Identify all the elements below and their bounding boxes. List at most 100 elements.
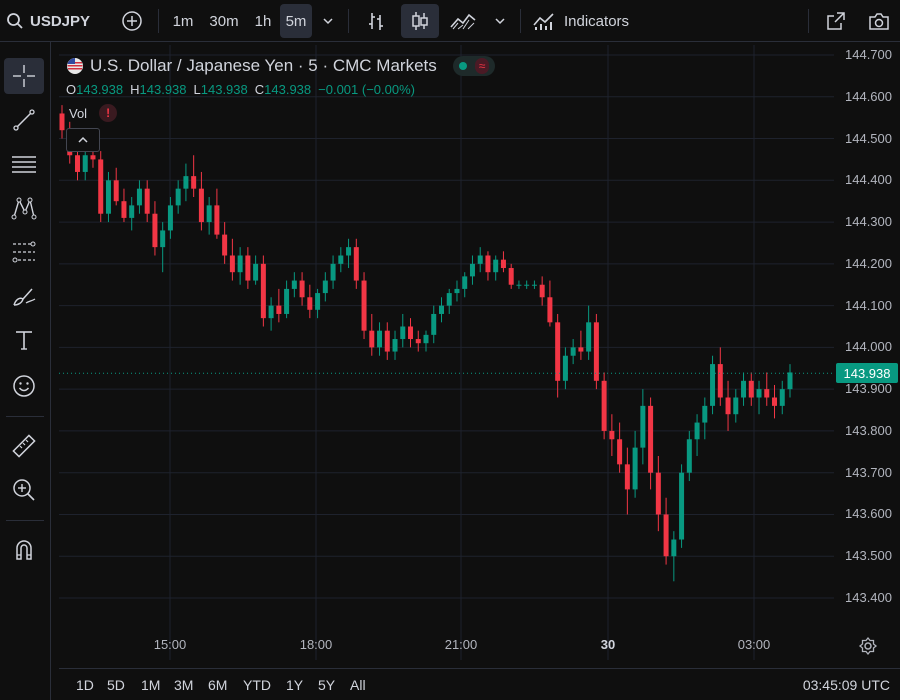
utc-clock[interactable]: 03:45:09 UTC [802,677,890,693]
candlestick-plot[interactable] [59,45,834,660]
measure-tool[interactable] [4,428,44,464]
candle-body [477,255,483,264]
range-all[interactable]: All [350,677,366,693]
brush-icon [10,283,38,309]
candle-body [369,330,375,348]
zoom-in-tool[interactable] [4,472,44,508]
price-axis[interactable]: 144.700 144.600 144.500 144.400 144.300 144.2… [834,45,900,660]
chevron-down-icon [322,17,334,25]
fib-retracement-tool[interactable] [4,234,44,270]
indicators-icon [532,11,556,31]
interval-1m[interactable]: 1m [167,4,199,38]
trend-line-icon [11,107,37,133]
candle-body [253,263,259,281]
candle-body [268,305,274,319]
crosshair-tool[interactable] [4,58,44,94]
candle-body [408,326,414,340]
candle-body [756,389,762,398]
time-tick-label: 15:00 [153,637,187,652]
candle-body [601,380,607,431]
emoji-tool[interactable] [4,368,44,404]
area-chart-style-button[interactable] [446,4,480,38]
candle-body [284,288,290,314]
range-6m[interactable]: 6M [208,677,228,693]
range-ytd[interactable]: YTD [243,677,271,693]
candle-body [113,180,119,202]
gear-icon [858,636,878,656]
candle-body [222,234,228,256]
open-in-new-window-button[interactable] [820,4,852,38]
toolbar-divider [6,416,44,417]
range-5d[interactable]: 5D [107,677,125,693]
range-1m[interactable]: 1M [141,677,161,693]
candle-body [237,255,243,273]
candle-body [710,364,716,406]
interval-30m[interactable]: 30m [203,4,245,38]
range-3m[interactable]: 3M [174,677,194,693]
candle-body [609,430,615,440]
text-tool[interactable] [4,322,44,358]
candle-body [485,255,491,273]
interval-dropdown[interactable] [316,4,340,38]
low-value: 143.938 [200,81,248,97]
candle-body [624,464,630,490]
horizontal-lines-tool[interactable] [4,146,44,182]
candle-body [330,263,336,281]
bar-chart-style-button[interactable] [360,4,392,38]
chevron-up-icon [77,136,89,144]
candle-body [90,155,96,160]
price-tick-label: 144.000 [845,339,892,355]
candle-body [663,514,669,557]
range-1d[interactable]: 1D [76,677,94,693]
candle-body [392,339,398,352]
fib-levels-icon [10,239,38,265]
chart-title[interactable]: U.S. Dollar / Japanese Yen · 5 · CMC Mar… [90,56,437,75]
candle-body [82,155,88,172]
indicators-button[interactable]: Indicators [532,4,644,38]
volume-alert-icon[interactable]: ! [99,104,118,122]
toolbar-divider [808,9,809,33]
area-chart-icon [449,11,477,31]
candle-chart-style-button[interactable] [401,4,439,38]
candles-icon [409,10,431,32]
candle-body [191,176,197,189]
pattern-tool[interactable] [4,190,44,226]
candle-body [198,188,204,223]
market-status-badge[interactable]: ≈ [452,56,496,76]
time-tick-label: 21:00 [444,637,478,652]
candle-body [214,205,220,235]
candle-body [59,113,65,131]
screenshot-button[interactable] [862,4,896,38]
price-tick-label: 143.800 [845,422,892,438]
candle-body [632,447,638,490]
candle-body [377,330,383,348]
smiley-icon [11,373,37,399]
compare-add-button[interactable] [116,4,148,38]
interval-label: 1m [172,12,194,30]
candle-body [276,305,282,314]
interval-1h[interactable]: 1h [248,4,278,38]
close-value: 143.938 [264,81,312,97]
brush-tool[interactable] [4,278,44,314]
price-chart[interactable] [59,45,834,660]
chart-style-dropdown[interactable] [488,4,512,38]
chart-settings-button[interactable] [858,636,878,656]
price-tick-label: 144.200 [845,255,892,271]
volume-label[interactable]: Vol [69,105,88,121]
candle-body [593,322,599,381]
candle-body [245,255,251,281]
range-5y[interactable]: 5Y [318,677,336,693]
magnet-tool[interactable] [4,532,44,568]
candle-body [105,180,111,214]
symbol-search[interactable]: USDJPY [6,0,90,42]
range-1y[interactable]: 1Y [286,677,304,693]
candle-body [206,205,212,223]
zoom-in-icon [11,477,37,503]
candle-body [531,284,537,286]
interval-5m[interactable]: 5m [280,4,312,38]
magnet-icon [11,537,37,563]
trend-line-tool[interactable] [4,102,44,138]
candle-body [423,334,429,344]
legend-collapse-button[interactable]: ^ [66,128,100,152]
candle-body [98,159,104,214]
